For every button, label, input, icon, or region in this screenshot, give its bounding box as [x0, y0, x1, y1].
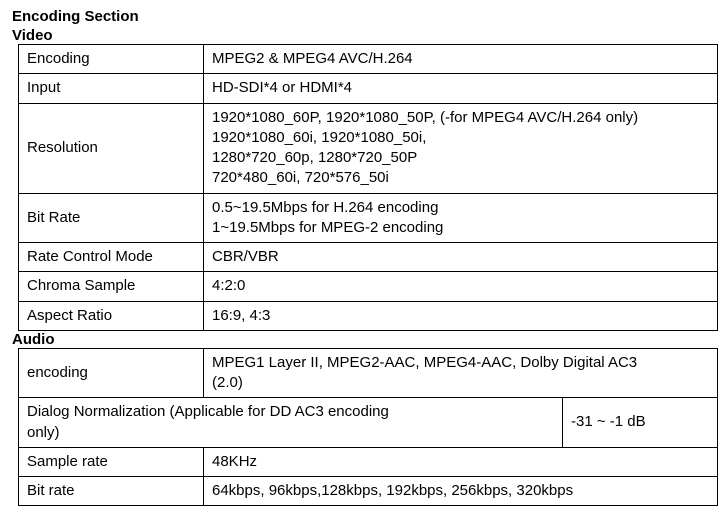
- label-samplerate: Sample rate: [19, 447, 204, 476]
- resolution-line3: 1280*720_60p, 1280*720_50P: [212, 149, 417, 166]
- label-encoding: Encoding: [19, 45, 204, 74]
- audio-header: Audio: [12, 331, 714, 348]
- value-ratecontrol: CBR/VBR: [204, 243, 718, 272]
- value-encoding: MPEG2 & MPEG4 AVC/H.264: [204, 45, 718, 74]
- section-title: Encoding Section: [12, 8, 714, 25]
- table-row: encoding MPEG1 Layer II, MPEG2-AAC, MPEG…: [19, 348, 718, 398]
- label-ratecontrol: Rate Control Mode: [19, 243, 204, 272]
- label-bitrate: Bit Rate: [19, 193, 204, 243]
- label-audio-encoding: encoding: [19, 348, 204, 398]
- table-row: Bit Rate 0.5~19.5Mbps for H.264 encoding…: [19, 193, 718, 243]
- label-dialog-normalization: Dialog Normalization (Applicable for DD …: [19, 398, 563, 448]
- value-aspect: 16:9, 4:3: [204, 301, 718, 330]
- audio-encoding-line1: MPEG1 Layer II, MPEG2-AAC, MPEG4-AAC, Do…: [212, 354, 637, 371]
- label-chroma: Chroma Sample: [19, 272, 204, 301]
- value-bitrate: 0.5~19.5Mbps for H.264 encoding 1~19.5Mb…: [204, 193, 718, 243]
- audio-table: encoding MPEG1 Layer II, MPEG2-AAC, MPEG…: [18, 348, 718, 507]
- table-row: Resolution 1920*1080_60P, 1920*1080_50P,…: [19, 103, 718, 193]
- table-row: Bit rate 64kbps, 96kbps,128kbps, 192kbps…: [19, 477, 718, 506]
- table-row: Chroma Sample 4:2:0: [19, 272, 718, 301]
- label-resolution: Resolution: [19, 103, 204, 193]
- table-row: Input HD-SDI*4 or HDMI*4: [19, 74, 718, 103]
- audio-encoding-line2: (2.0): [212, 374, 243, 391]
- table-row: Dialog Normalization (Applicable for DD …: [19, 398, 718, 448]
- value-dialog-normalization: -31 ~ -1 dB: [562, 398, 717, 448]
- video-header: Video: [12, 27, 714, 44]
- resolution-line4: 720*480_60i, 720*576_50i: [212, 169, 389, 186]
- table-row: Rate Control Mode CBR/VBR: [19, 243, 718, 272]
- dialog-line1: Dialog Normalization (Applicable for DD …: [27, 403, 389, 420]
- resolution-line2: 1920*1080_60i, 1920*1080_50i,: [212, 129, 426, 146]
- value-audio-bitrate: 64kbps, 96kbps,128kbps, 192kbps, 256kbps…: [204, 477, 718, 506]
- resolution-line1: 1920*1080_60P, 1920*1080_50P, (-for MPEG…: [212, 109, 638, 126]
- table-row: Sample rate 48KHz: [19, 447, 718, 476]
- bitrate-line2: 1~19.5Mbps for MPEG-2 encoding: [212, 219, 443, 236]
- value-resolution: 1920*1080_60P, 1920*1080_50P, (-for MPEG…: [204, 103, 718, 193]
- table-row: Aspect Ratio 16:9, 4:3: [19, 301, 718, 330]
- label-audio-bitrate: Bit rate: [19, 477, 204, 506]
- value-chroma: 4:2:0: [204, 272, 718, 301]
- value-samplerate: 48KHz: [204, 447, 718, 476]
- dialog-line2: only): [27, 424, 60, 441]
- value-input: HD-SDI*4 or HDMI*4: [204, 74, 718, 103]
- value-audio-encoding: MPEG1 Layer II, MPEG2-AAC, MPEG4-AAC, Do…: [204, 348, 718, 398]
- video-table: Encoding MPEG2 & MPEG4 AVC/H.264 Input H…: [18, 44, 718, 331]
- label-aspect: Aspect Ratio: [19, 301, 204, 330]
- label-input: Input: [19, 74, 204, 103]
- table-row: Encoding MPEG2 & MPEG4 AVC/H.264: [19, 45, 718, 74]
- bitrate-line1: 0.5~19.5Mbps for H.264 encoding: [212, 199, 438, 216]
